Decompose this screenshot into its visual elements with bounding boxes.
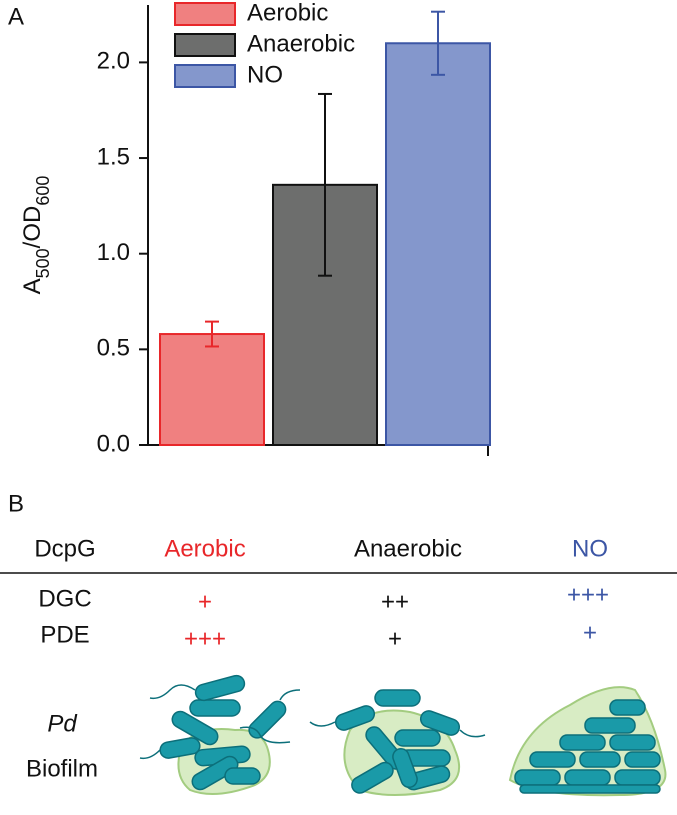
- y-label-part: /OD: [19, 206, 46, 249]
- y-tick-label: 0.0: [97, 430, 130, 457]
- table-header: DcpG: [34, 535, 95, 562]
- anaerobic-illustration: [309, 689, 486, 796]
- y-label-part: 500: [33, 248, 53, 278]
- legend-label: NO: [247, 61, 283, 88]
- y-tick-label: 0.5: [97, 335, 130, 362]
- row-label: PDE: [40, 621, 89, 648]
- table-header: Aerobic: [164, 535, 245, 562]
- panel-label: A: [8, 3, 24, 30]
- row-label: DGC: [38, 585, 91, 612]
- no-illustration: [508, 686, 667, 797]
- legend-label: Aerobic: [247, 0, 328, 26]
- y-tick-label: 1.5: [97, 143, 130, 170]
- bar: [385, 42, 491, 447]
- y-label-part: A: [19, 278, 46, 294]
- table-header: Anaerobic: [354, 535, 462, 562]
- table-cell: +: [198, 588, 212, 615]
- table-header: NO: [572, 535, 608, 562]
- legend-swatch: [174, 33, 236, 57]
- y-axis-label: A500/OD600: [19, 176, 52, 295]
- y-tick-label: 1.0: [97, 239, 130, 266]
- aerobic-illustration: [139, 674, 301, 795]
- table-cell: +: [583, 619, 597, 646]
- table-cell: +: [388, 625, 402, 652]
- table-cell: +++: [567, 581, 609, 608]
- y-tick-label: 2.0: [97, 48, 130, 75]
- legend-swatch: [174, 2, 236, 26]
- table-cell: ++: [381, 588, 409, 615]
- bar: [159, 333, 265, 447]
- panel-label: B: [8, 490, 24, 517]
- biofilm-label: Pd: [47, 710, 77, 737]
- legend-label: Anaerobic: [247, 30, 355, 57]
- legend-swatch: [174, 64, 236, 88]
- y-label-part: 600: [33, 176, 53, 206]
- biofilm-label: Biofilm: [26, 755, 98, 782]
- table-cell: +++: [184, 625, 226, 652]
